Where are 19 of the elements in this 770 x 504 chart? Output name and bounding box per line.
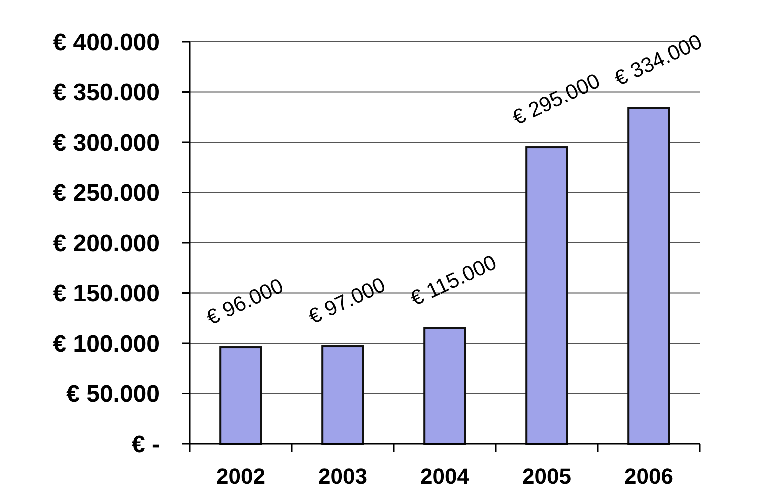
x-tick-label: 2006 [624,464,674,489]
y-tick-label: € 100.000 [53,330,160,358]
bar [322,346,364,445]
bar [526,146,568,445]
x-tick-label: 2004 [420,464,470,489]
bar [424,327,466,445]
x-tick-label: 2005 [522,464,572,489]
x-tick-label: 2002 [216,464,266,489]
x-tick-label: 2003 [318,464,368,489]
y-tick-label: € 250.000 [53,180,160,208]
bar [628,107,670,445]
y-tick-label: € 300.000 [53,130,160,157]
y-tick-label: € - [132,431,160,458]
y-tick-label: € 150.000 [53,280,160,308]
bar [220,346,262,445]
y-tick-label: € 400.000 [53,29,160,56]
y-tick-label: € 350.000 [53,80,160,107]
y-tick-label: € 200.000 [53,230,160,258]
y-tick-label: € 50.000 [66,381,160,408]
